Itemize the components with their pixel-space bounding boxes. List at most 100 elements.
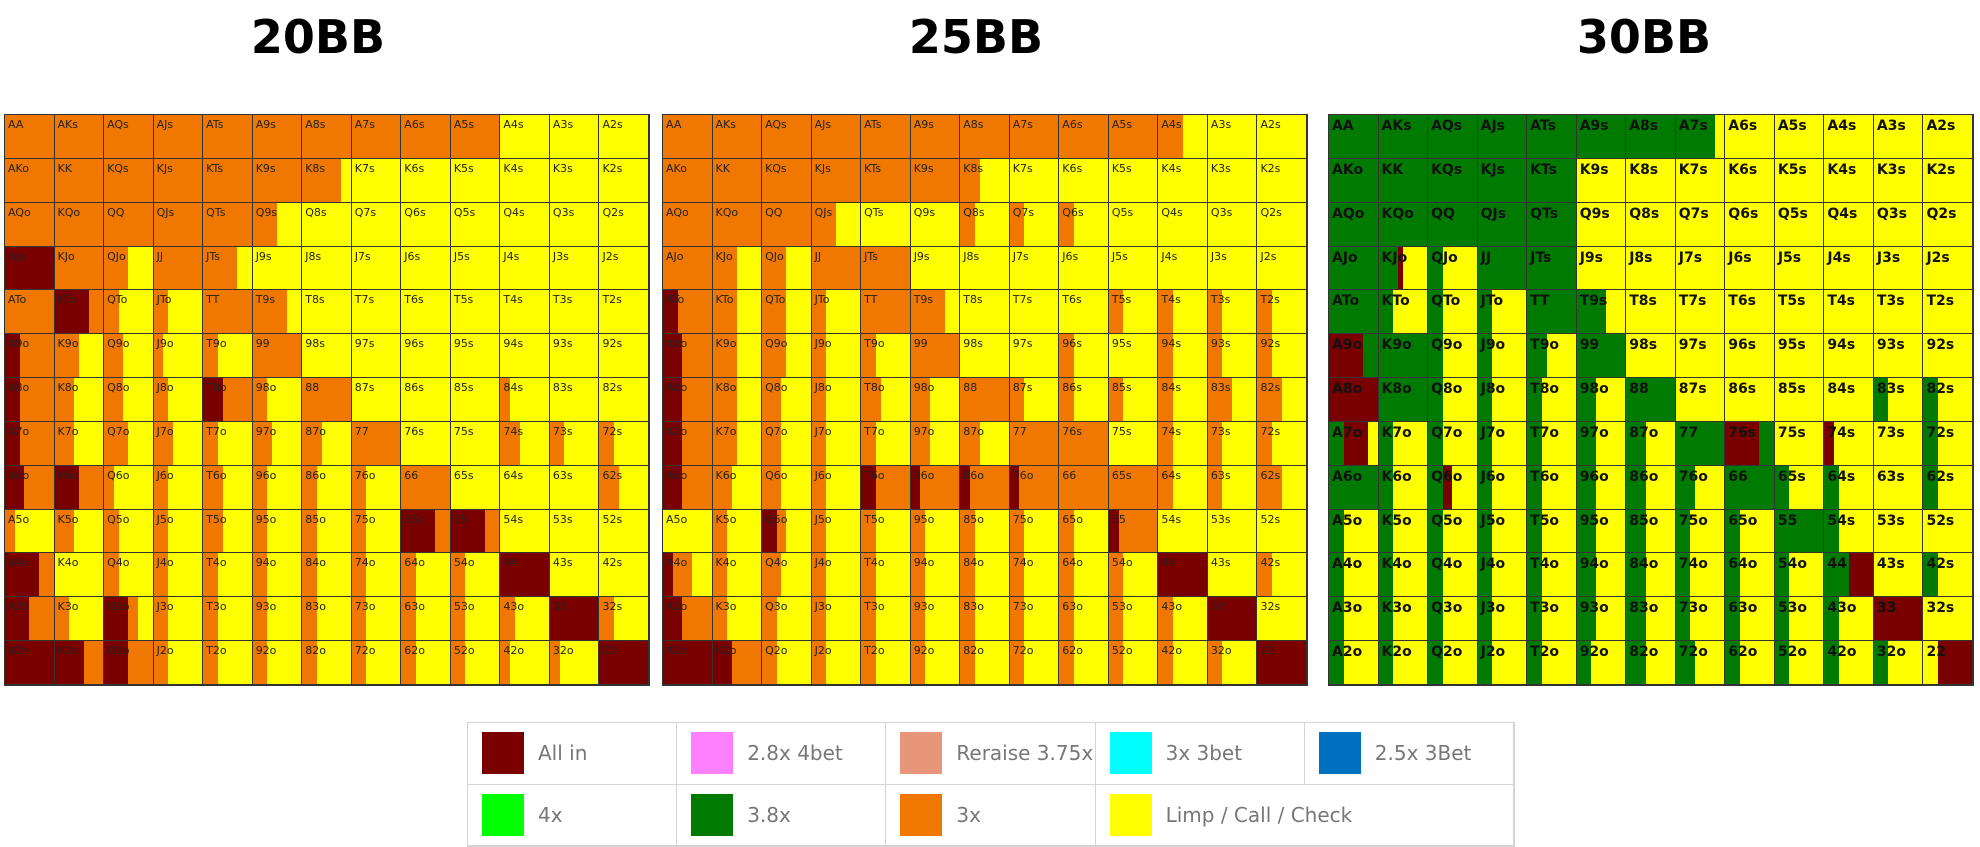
hand-cell-A9o: A9o	[663, 334, 713, 379]
hand-cell-K9s: K9s	[252, 158, 303, 203]
hand-label: 42o	[1161, 644, 1183, 658]
hand-cell-55: 55	[450, 509, 501, 554]
action-fill	[1442, 641, 1477, 684]
action-fill	[1362, 334, 1378, 378]
action-fill	[861, 509, 876, 553]
action-fill	[663, 378, 683, 421]
action-fill	[1725, 334, 1774, 378]
action-fill	[1329, 158, 1378, 202]
action-fill	[925, 641, 960, 684]
action-fill	[925, 509, 960, 553]
hand-label: 74o	[1012, 556, 1034, 570]
action-fill	[1009, 641, 1025, 684]
hand-label: KQs	[765, 161, 787, 175]
legend-item-3-8x: 3.8x	[677, 784, 887, 846]
hand-label: J3o	[1480, 600, 1506, 617]
hand-label: KTo	[715, 293, 734, 307]
action-fill	[960, 465, 971, 509]
action-fill	[811, 246, 861, 290]
hand-label: Q5o	[1431, 512, 1463, 529]
action-fill	[78, 334, 104, 378]
action-fill	[128, 641, 153, 684]
hand-cell-K6o: K6o	[712, 465, 763, 510]
hand-cell-KTo: KTo	[54, 290, 105, 335]
hand-cell-Q7s: Q7s	[1009, 202, 1060, 247]
hand-label: 94o	[255, 556, 277, 570]
hand-cell-J8o: J8o	[1477, 378, 1528, 422]
action-fill	[302, 334, 351, 378]
hand-label: T8s	[1629, 293, 1657, 310]
action-fill	[1172, 597, 1207, 641]
hand-cell-T4o: T4o	[1527, 553, 1577, 598]
hand-label: ATs	[864, 118, 882, 131]
action-fill	[1873, 597, 1923, 641]
hand-label: A4o	[666, 556, 688, 570]
action-fill	[222, 509, 252, 553]
action-fill	[682, 597, 712, 641]
hand-cell-T4s: T4s	[1158, 290, 1208, 335]
action-fill	[1824, 115, 1873, 158]
action-fill	[1207, 202, 1257, 246]
hand-cell-42s: 42s	[599, 553, 649, 598]
hand-cell-T3o: T3o	[203, 597, 253, 642]
action-fill	[1576, 378, 1597, 421]
hand-label: KK	[57, 161, 72, 175]
hand-label: 52s	[602, 512, 623, 526]
action-fill	[1675, 465, 1696, 509]
action-fill	[366, 553, 401, 597]
hand-cell-K8o: K8o	[54, 378, 105, 422]
action-fill	[1442, 246, 1477, 290]
hand-label: K2o	[57, 644, 79, 658]
hand-cell-93o: 93o	[1576, 597, 1627, 642]
action-fill	[1257, 421, 1273, 465]
action-fill	[736, 378, 762, 421]
action-fill	[762, 290, 787, 334]
hand-label: 75s	[1777, 424, 1806, 441]
hand-label: T9s	[1579, 293, 1608, 310]
hand-label: T2s	[1260, 293, 1280, 307]
action-fill	[1158, 509, 1207, 553]
action-fill	[1492, 465, 1527, 509]
action-fill	[826, 509, 861, 553]
action-fill	[599, 290, 648, 334]
hand-cell-76o: 76o	[351, 465, 402, 510]
action-fill	[1690, 597, 1725, 641]
action-fill	[1123, 597, 1158, 641]
hand-label: KQs	[107, 161, 129, 175]
hand-label: QTo	[1431, 293, 1461, 310]
hand-label: 64o	[404, 556, 426, 570]
action-fill	[1873, 290, 1923, 334]
legend-swatch	[1109, 793, 1152, 836]
action-fill	[599, 509, 648, 553]
action-fill	[663, 246, 712, 290]
action-fill	[1397, 246, 1404, 290]
action-fill	[1774, 334, 1824, 378]
action-fill	[1477, 290, 1493, 334]
hand-cell-T2o: T2o	[1527, 641, 1577, 685]
hand-label: JTo	[156, 293, 172, 307]
hand-label: T7s	[1678, 293, 1707, 310]
hand-label: 92o	[913, 644, 935, 658]
hand-label: T9o	[1530, 337, 1560, 354]
action-fill	[1596, 553, 1626, 597]
hand-label: 62s	[1260, 468, 1281, 482]
hand-cell-96o: 96o	[910, 465, 961, 510]
hand-cell-AKs: AKs	[1378, 115, 1429, 159]
action-fill	[1123, 290, 1158, 334]
action-fill	[762, 202, 811, 246]
action-fill	[450, 597, 466, 641]
hand-cell-74o: 74o	[1009, 553, 1060, 598]
hand-label: 53o	[453, 600, 475, 614]
action-fill	[1725, 509, 1741, 553]
hand-label: 83o	[1629, 600, 1659, 617]
action-fill	[549, 378, 599, 421]
action-fill	[1938, 465, 1972, 509]
hand-label: T2s	[602, 293, 622, 307]
hand-label: 64s	[503, 468, 524, 482]
hand-label: KQo	[1381, 205, 1414, 222]
action-fill	[1873, 509, 1923, 553]
hand-cell-94o: 94o	[252, 553, 303, 598]
hand-cell-96s: 96s	[1059, 334, 1109, 379]
hand-label: Q8o	[107, 381, 130, 395]
hand-cell-KQs: KQs	[762, 158, 812, 203]
